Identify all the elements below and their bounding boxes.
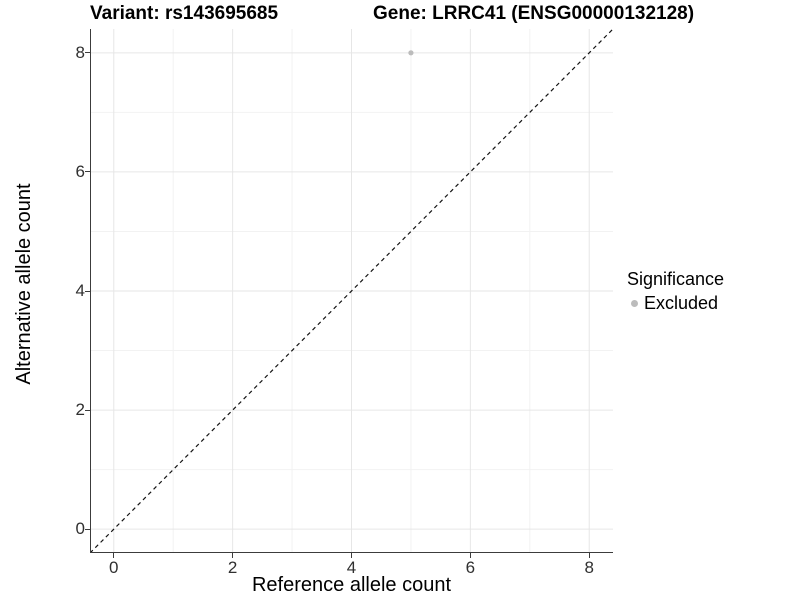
legend-point-icon bbox=[631, 299, 638, 307]
identity-line bbox=[90, 29, 613, 553]
x-tick-label: 8 bbox=[584, 558, 594, 577]
y-tick-mark bbox=[85, 290, 90, 292]
plot-title-variant: Variant: rs143695685 bbox=[90, 3, 279, 24]
y-tick-label: 4 bbox=[75, 281, 85, 300]
legend: Significance Excluded bbox=[627, 268, 724, 313]
x-tick-mark bbox=[113, 553, 115, 558]
x-tick-mark bbox=[351, 553, 352, 558]
x-axis-title: Reference allele count bbox=[251, 574, 451, 596]
y-axis-title-text: Alternative allele count bbox=[13, 183, 35, 385]
x-tick-mark bbox=[588, 553, 590, 558]
plot-title-gene: Gene: LRRC41 (ENSG00000132128) bbox=[373, 3, 695, 24]
x-tick-label: 2 bbox=[227, 558, 238, 577]
y-tick-label: 8 bbox=[75, 42, 85, 62]
x-tick-label: 4 bbox=[346, 558, 357, 577]
y-tick-mark bbox=[85, 528, 90, 530]
x-tick-mark bbox=[232, 553, 234, 558]
legend-item-label: Excluded bbox=[644, 293, 719, 313]
legend-item-excluded: Excluded bbox=[631, 293, 724, 313]
x-tick-mark bbox=[469, 553, 471, 558]
y-tick-label: 6 bbox=[75, 161, 85, 181]
y-tick-mark bbox=[85, 52, 90, 54]
data-point bbox=[408, 50, 414, 56]
plot-panel bbox=[90, 29, 613, 553]
x-tick-label: 0 bbox=[109, 558, 119, 577]
y-tick-label: 2 bbox=[75, 400, 85, 420]
plot-canvas bbox=[90, 29, 613, 553]
x-tick-label: 6 bbox=[465, 558, 476, 577]
y-tick-mark bbox=[85, 409, 90, 411]
y-tick-mark bbox=[85, 171, 90, 173]
y-tick-label: 0 bbox=[75, 519, 85, 539]
legend-title: Significance bbox=[627, 269, 725, 289]
